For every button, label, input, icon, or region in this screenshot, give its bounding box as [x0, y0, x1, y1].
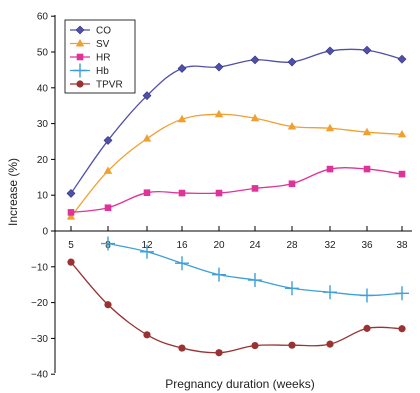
data-point-tpvr	[104, 301, 112, 309]
x-tick-label: 5	[68, 240, 74, 251]
series-line-sv	[70, 113, 403, 218]
series-line-co	[70, 48, 403, 194]
data-point-hr	[251, 185, 259, 192]
data-point-hb	[212, 267, 226, 282]
legend-marker	[75, 39, 85, 47]
data-point-tpvr	[288, 341, 296, 349]
y-tick-label: 30	[37, 119, 49, 130]
data-point-co	[325, 46, 335, 56]
legend-marker	[75, 25, 85, 35]
data-point-hr	[143, 189, 151, 196]
legend-item-tpvr: TPVR	[70, 80, 123, 91]
data-point-co	[142, 91, 152, 101]
data-point-sv	[214, 109, 224, 118]
legend-marker	[76, 80, 84, 88]
data-point-hr	[288, 180, 296, 188]
data-point-sv	[287, 121, 297, 130]
series-layer	[66, 45, 409, 357]
x-tick-label: 24	[249, 240, 261, 251]
data-point-hb	[285, 281, 299, 296]
legend-marker	[73, 63, 87, 78]
data-point-tpvr	[67, 258, 75, 266]
data-point-co	[397, 54, 407, 64]
y-tick-label: 50	[37, 48, 49, 59]
y-tick-label: −40	[31, 370, 48, 381]
data-point-hb	[101, 236, 115, 251]
data-point-co	[66, 188, 76, 198]
data-point-hr	[178, 189, 186, 197]
x-tick-label: 20	[213, 240, 225, 251]
legend-item-hr: HR	[70, 53, 110, 64]
y-tick-label: 0	[42, 227, 48, 238]
y-tick-label: 20	[37, 155, 49, 166]
series-hr	[67, 165, 406, 216]
data-point-hb	[323, 285, 337, 300]
legend: CO SV HR Hb TPVR	[64, 19, 136, 94]
x-axis-title: Pregnancy duration (weeks)	[165, 377, 314, 391]
legend-item-co: CO	[70, 26, 111, 37]
x-tick-label: 36	[361, 240, 373, 251]
data-point-tpvr	[363, 324, 371, 332]
data-point-co	[214, 62, 224, 72]
data-point-tpvr	[251, 341, 259, 350]
legend-item-hb: Hb	[70, 63, 109, 78]
data-point-sv	[177, 114, 187, 123]
y-axis-title: Increase (%)	[6, 158, 20, 226]
series-line-hr	[70, 167, 403, 214]
data-point-tpvr	[178, 344, 186, 352]
legend-item-sv: SV	[70, 39, 110, 50]
legend-label: TPVR	[96, 80, 123, 91]
x-tick-label: 16	[176, 240, 188, 251]
y-tick-label: −20	[31, 298, 48, 309]
data-point-sv	[66, 212, 76, 220]
y-tick-label: 40	[37, 83, 49, 94]
x-tick-label: 28	[286, 240, 298, 251]
data-point-sv	[250, 113, 260, 122]
data-point-sv	[103, 166, 113, 174]
data-point-tpvr	[215, 349, 223, 357]
legend-marker	[76, 53, 84, 61]
data-point-co	[250, 55, 260, 65]
data-point-hr	[363, 165, 371, 173]
data-point-hb	[360, 288, 374, 303]
data-point-sv	[325, 123, 335, 132]
y-tick-label: 10	[37, 191, 49, 202]
data-point-sv	[142, 134, 152, 142]
data-point-hb	[248, 273, 262, 288]
x-tick-label: 32	[324, 240, 336, 251]
data-point-co	[362, 45, 372, 55]
data-point-tpvr	[398, 325, 406, 333]
y-tick-label: 60	[37, 12, 49, 23]
series-hb	[101, 236, 409, 303]
data-point-hr	[398, 170, 406, 178]
x-tick-label: 38	[396, 240, 408, 251]
legend-label: SV	[96, 39, 110, 50]
data-point-co	[103, 136, 113, 145]
data-point-sv	[362, 127, 372, 136]
legend-label: Hb	[96, 66, 109, 77]
series-line-tpvr	[70, 261, 403, 354]
data-point-hr	[215, 189, 223, 197]
series-co	[66, 45, 407, 198]
data-point-hb	[395, 286, 409, 301]
y-tick-label: −30	[31, 334, 48, 345]
data-point-hr	[67, 209, 75, 216]
series-tpvr	[67, 258, 406, 357]
series-sv	[66, 109, 407, 220]
legend-label: CO	[96, 26, 111, 37]
data-point-hr	[326, 165, 334, 173]
data-point-co	[287, 57, 297, 67]
data-point-co	[177, 64, 187, 73]
data-point-hb	[175, 256, 189, 271]
y-tick-label: −10	[31, 262, 48, 273]
legend-label: HR	[96, 53, 110, 64]
data-point-hr	[104, 204, 112, 212]
data-point-tpvr	[326, 340, 334, 348]
data-point-tpvr	[143, 331, 151, 339]
data-point-sv	[397, 129, 407, 138]
data-point-hb	[140, 244, 154, 259]
